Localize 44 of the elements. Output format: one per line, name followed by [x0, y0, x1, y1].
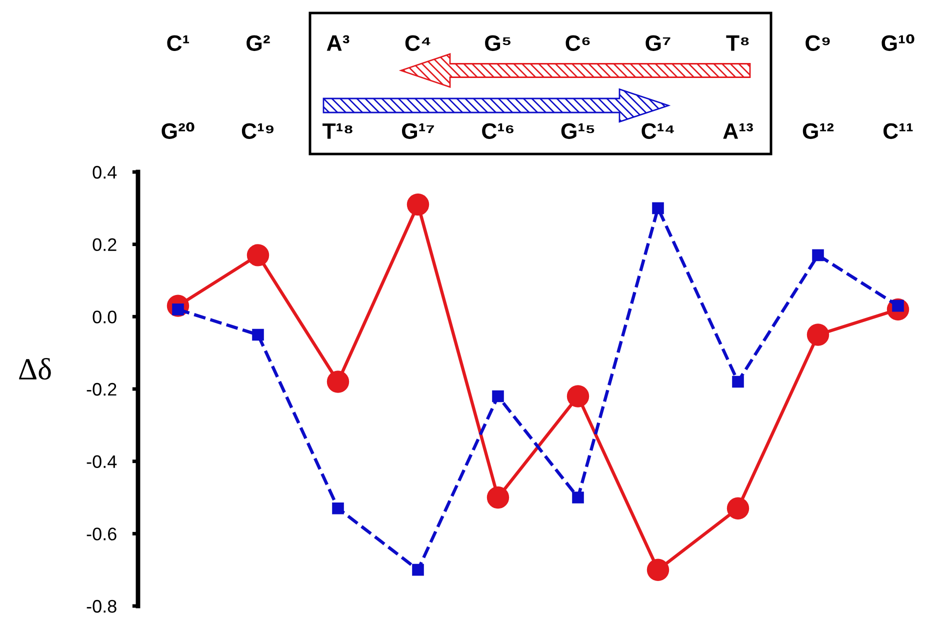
x-tick-label: G¹⁰ — [882, 34, 914, 51]
point — [246, 244, 270, 266]
text: G¹² — [802, 123, 834, 139]
x-tick-label: C¹ — [167, 35, 190, 51]
y-axis-title: Δδ — [19, 358, 51, 380]
point — [646, 558, 670, 581]
y-tick-label: -0.2 — [86, 382, 116, 396]
x-tick-label: C⁴ — [405, 35, 430, 51]
y-tick-label: -0.4 — [86, 455, 117, 468]
point — [812, 249, 824, 262]
x-tick-label: C⁹ — [806, 35, 830, 51]
y-tick-label: 0.0 — [92, 310, 116, 324]
point — [572, 492, 584, 504]
x-tick-label: C⁶ — [566, 35, 590, 51]
y-tick-label: 0.4 — [92, 166, 117, 179]
point — [326, 370, 350, 393]
point — [332, 502, 344, 514]
y-tick-label: -0.8 — [86, 600, 116, 613]
x-tick-label: G² — [246, 35, 270, 51]
text: G²⁰ — [162, 122, 194, 139]
point — [406, 193, 430, 216]
x-tick-label: T⁸ — [726, 35, 749, 51]
text: C¹⁶ — [482, 123, 514, 139]
point — [492, 390, 504, 402]
point — [412, 564, 424, 576]
x-tick-label: G⁵ — [485, 35, 510, 51]
x-tick-label: A³ — [326, 35, 350, 51]
point — [732, 376, 744, 388]
point — [566, 385, 590, 408]
point — [726, 497, 750, 520]
point — [806, 324, 830, 346]
text: G¹⁵ — [561, 123, 594, 139]
text: C¹⁹ — [242, 123, 274, 139]
point — [652, 202, 664, 214]
point — [252, 328, 264, 341]
text: T¹⁸ — [322, 123, 352, 139]
y-tick-label: 0.2 — [92, 238, 116, 252]
x-tick-label: G⁷ — [646, 35, 670, 51]
text: A¹³ — [723, 123, 753, 139]
text: C¹¹ — [883, 123, 913, 139]
text: C¹⁴ — [642, 123, 674, 139]
y-tick-label: -0.6 — [86, 528, 116, 540]
point — [486, 486, 510, 509]
text: G¹⁷ — [402, 123, 434, 139]
